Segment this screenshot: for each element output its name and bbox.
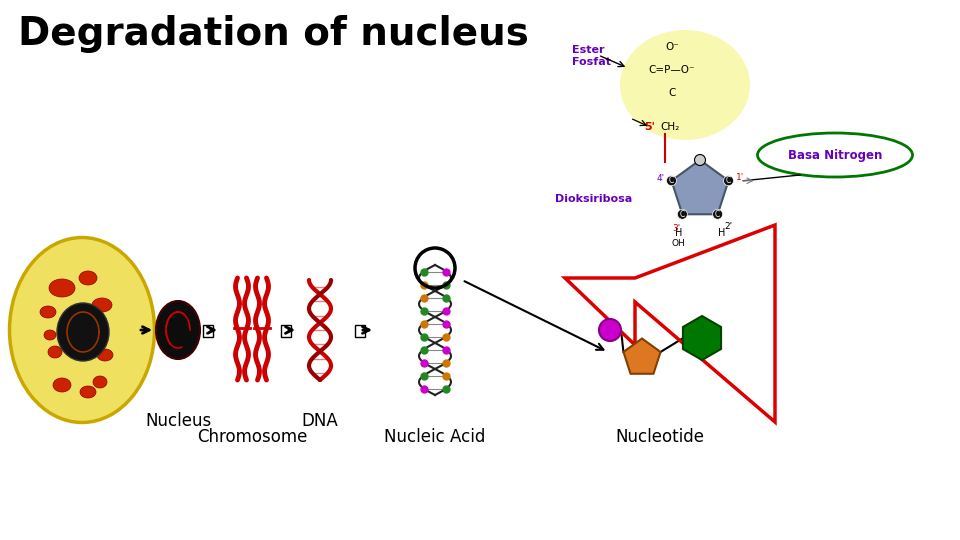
Text: C: C: [680, 210, 685, 219]
Text: OH: OH: [671, 239, 685, 248]
FancyBboxPatch shape: [203, 325, 213, 337]
Ellipse shape: [93, 376, 107, 388]
Text: H: H: [675, 228, 682, 238]
Ellipse shape: [80, 386, 96, 398]
Ellipse shape: [57, 303, 109, 361]
Ellipse shape: [48, 346, 62, 358]
Circle shape: [666, 176, 677, 186]
Text: H: H: [718, 228, 726, 238]
Ellipse shape: [156, 301, 200, 359]
Text: 5': 5': [644, 122, 655, 132]
Ellipse shape: [620, 30, 750, 140]
Ellipse shape: [10, 238, 155, 422]
Text: Dioksiribosa: Dioksiribosa: [555, 194, 633, 204]
Text: Ester
Fosfat: Ester Fosfat: [572, 45, 611, 66]
Text: Nucleus: Nucleus: [145, 412, 211, 430]
Text: C: C: [715, 210, 720, 219]
Text: DNA: DNA: [301, 412, 338, 430]
Text: Basa Nitrogen: Basa Nitrogen: [788, 148, 882, 161]
Text: C: C: [668, 88, 676, 98]
FancyBboxPatch shape: [355, 325, 365, 337]
Text: C=P—O⁻: C=P—O⁻: [649, 65, 695, 75]
Text: 4': 4': [657, 174, 664, 183]
Text: Nucleic Acid: Nucleic Acid: [384, 428, 486, 446]
Text: 1': 1': [735, 173, 744, 182]
Ellipse shape: [44, 330, 56, 340]
Text: C: C: [726, 176, 732, 185]
Ellipse shape: [49, 279, 75, 297]
Polygon shape: [683, 316, 721, 360]
Polygon shape: [671, 160, 729, 214]
Ellipse shape: [92, 298, 112, 312]
Text: 3': 3': [672, 224, 681, 233]
Ellipse shape: [79, 271, 97, 285]
Text: O⁻: O⁻: [665, 42, 679, 52]
Text: 2': 2': [725, 222, 732, 231]
Circle shape: [694, 154, 706, 165]
Circle shape: [599, 319, 621, 341]
Circle shape: [724, 176, 733, 186]
Ellipse shape: [757, 133, 913, 177]
Ellipse shape: [40, 306, 56, 318]
Polygon shape: [623, 339, 660, 374]
Circle shape: [678, 210, 687, 219]
Ellipse shape: [97, 349, 113, 361]
FancyBboxPatch shape: [281, 325, 291, 337]
Text: Degradation of nucleus: Degradation of nucleus: [18, 15, 529, 53]
Ellipse shape: [53, 378, 71, 392]
Circle shape: [712, 210, 723, 219]
Text: Nucleotide: Nucleotide: [615, 428, 705, 446]
Text: Chromosome: Chromosome: [197, 428, 307, 446]
Text: C: C: [669, 176, 674, 185]
Text: CH₂: CH₂: [660, 122, 680, 132]
